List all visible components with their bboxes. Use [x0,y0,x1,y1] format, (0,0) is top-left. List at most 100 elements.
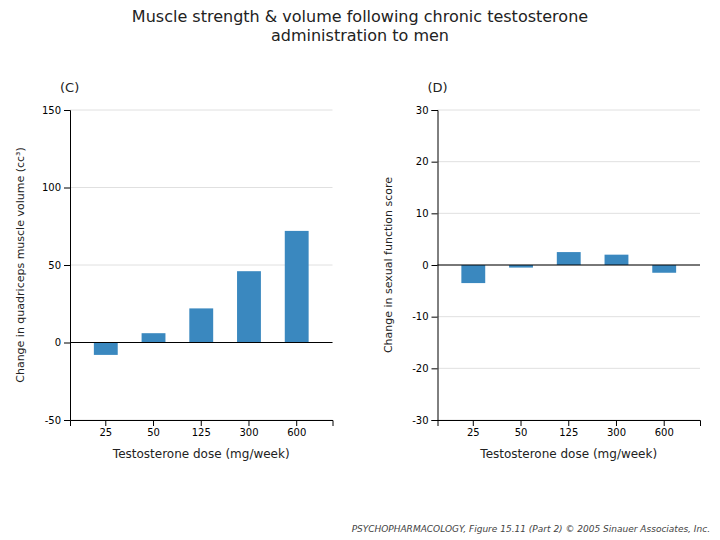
grid-line [70,342,333,343]
x-axis-title: Testosterone dose (mg/week) [479,447,657,461]
tick-mark [153,420,154,426]
tick-label: 50 [147,427,160,438]
tick-label: 150 [42,105,61,116]
tick: 50 [515,420,528,438]
tick-label: 30 [416,105,429,116]
tick-mark [432,265,438,266]
grid [70,110,333,420]
tick-label: 0 [422,260,428,271]
panel-label: (D) [428,80,448,95]
footer: PSYCHOPHARMACOLOGY, Figure 15.11 (Part 2… [352,524,710,534]
tick-label: 20 [416,156,429,167]
tick-mark [105,420,106,426]
tick-mark [432,110,438,111]
tick-mark [521,420,522,426]
x-axis: 2550125300600 [71,420,334,438]
tick: -50 [45,415,70,426]
tick-mark [64,420,70,421]
title-line: Muscle strength & volume following chron… [132,7,588,26]
tick-label: 0 [55,337,61,348]
tick: 300 [607,420,626,438]
tick: -30 [412,415,437,426]
bar [189,308,213,342]
bars [94,231,309,355]
grid-line [438,265,701,266]
y-axis: -50 0 50 100 150 [42,105,71,426]
y-axis-title: Change in sexual function score [382,177,395,353]
bar [237,271,261,342]
grid-line [70,187,333,188]
tick: -20 [412,363,437,374]
y-axis: -30 -20 -10 0 10 20 30 [412,105,438,426]
tick-label: -20 [412,363,428,374]
tick-label: 300 [239,427,258,438]
tick-label: 25 [467,427,480,438]
tick-label: 100 [42,182,61,193]
tick-mark [248,420,249,426]
tick-mark [432,317,438,318]
grid-line [438,110,701,111]
tick: 0 [55,337,70,348]
tick-mark [664,420,665,426]
axis-line [64,111,71,421]
tick-label: 10 [416,208,429,219]
panel: -30 -20 -10 0 10 20 30 25 50 125 300 600 Testosteron… [382,80,701,461]
tick: -10 [412,311,437,322]
bar [285,231,309,343]
grid-line [70,110,333,111]
zero-line [70,342,333,343]
bar [605,255,629,265]
tick-label: -50 [45,415,61,426]
tick: 125 [559,420,578,438]
grid-line [438,161,701,162]
tick-mark [616,420,617,426]
tick-mark [64,265,70,266]
tick: 300 [239,420,258,438]
tick-mark [568,420,569,426]
grid-line [438,213,701,214]
y-axis-title: Change in quadriceps muscle volume (cc³) [14,147,27,383]
axis-line [438,421,701,427]
tick-mark [64,188,70,189]
tick: 600 [655,420,674,438]
axis-line [71,421,334,427]
tick-label: 125 [559,427,578,438]
tick-mark [432,162,438,163]
title: Muscle strength & volume following chron… [132,7,588,45]
tick: 30 [416,105,438,116]
tick: 100 [42,182,70,193]
grid [438,110,701,420]
tick: 0 [422,260,437,271]
tick-label: -10 [412,311,428,322]
tick-mark [432,368,438,369]
tick-label: 50 [515,427,528,438]
x-axis-title: Testosterone dose (mg/week) [112,447,290,461]
zero-line [438,265,701,266]
bar [461,265,485,283]
bar [557,252,581,265]
tick: 10 [416,208,438,219]
tick: 20 [416,156,438,167]
tick-mark [64,343,70,344]
tick: 50 [147,420,160,438]
tick: 25 [467,420,480,438]
tick: 600 [287,420,306,438]
axis-line [432,111,439,421]
tick: 150 [42,105,70,116]
tick-label: 600 [287,427,306,438]
bar [142,333,166,342]
bar [94,343,118,355]
tick-mark [201,420,202,426]
tick-mark [432,420,438,421]
tick-label: -30 [412,415,428,426]
tick-mark [473,420,474,426]
tick-label: 50 [48,260,61,271]
chart: Muscle strength & volume following chron… [0,0,720,540]
tick: 50 [48,260,70,271]
tick-mark [296,420,297,426]
bar [652,265,676,273]
tick-label: 600 [655,427,674,438]
tick-mark [432,213,438,214]
title-line: administration to men [271,26,449,45]
x-axis: 25 50 125 300 600 [438,420,701,438]
